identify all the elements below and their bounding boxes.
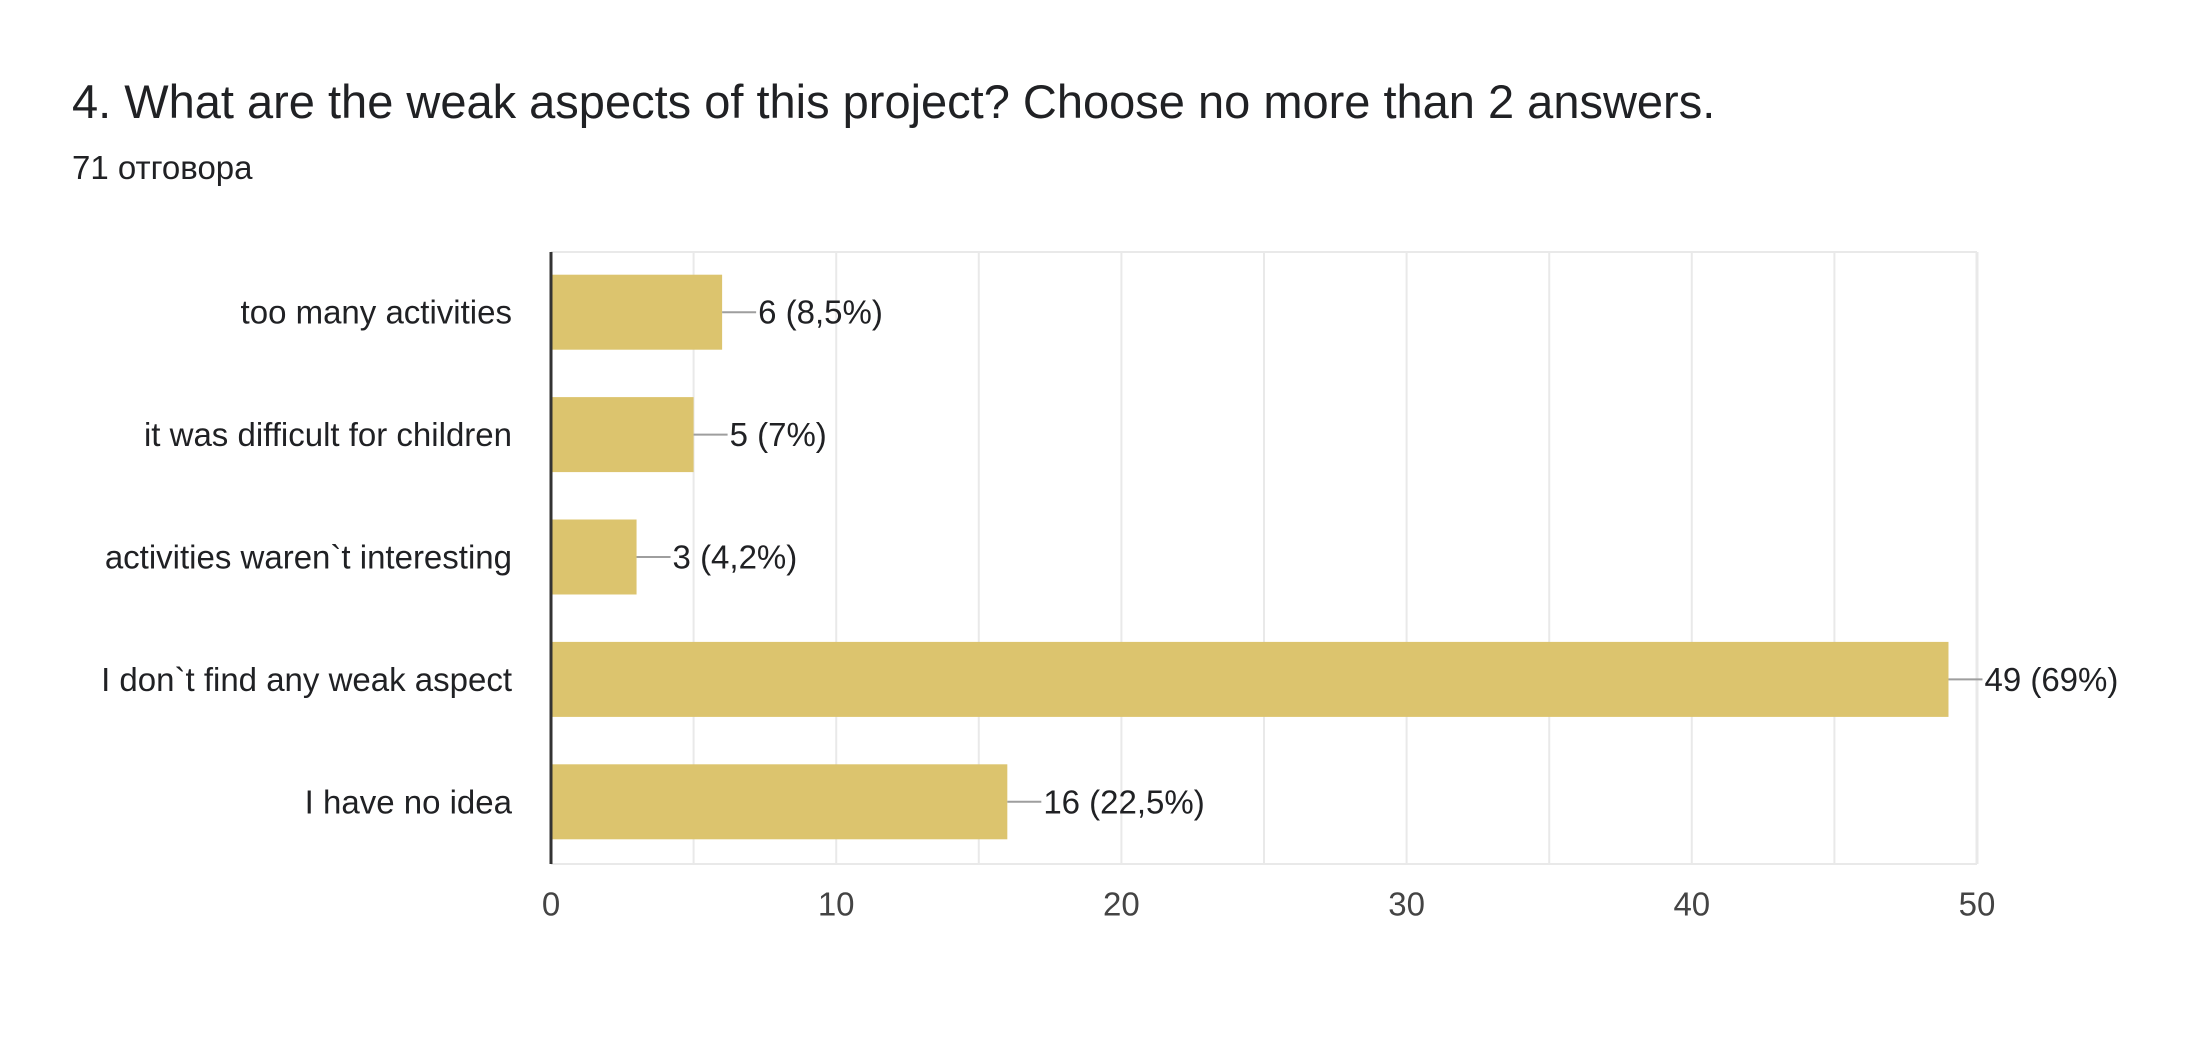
category-label: it was difficult for children <box>144 416 512 453</box>
x-tick-label: 30 <box>1388 886 1425 923</box>
data-label: 16 (22,5%) <box>1043 783 1204 820</box>
grid-lines <box>551 251 1979 865</box>
category-label: I don`t find any weak aspect <box>101 661 512 698</box>
category-label: activities waren`t interesting <box>105 539 512 576</box>
x-tick-label: 10 <box>818 886 855 923</box>
labels: 6 (8,5%) too many activities 5 (7%) it was … <box>101 294 2118 821</box>
category-label: too many activities <box>241 294 512 331</box>
category-label: I have no idea <box>305 783 513 820</box>
response-count: 71 отговора <box>72 149 253 186</box>
bar[interactable] <box>551 274 723 350</box>
bar[interactable] <box>551 519 637 595</box>
bars <box>551 274 1949 840</box>
axes: 0 10 20 30 40 50 <box>542 252 1996 923</box>
x-tick-label: 40 <box>1673 886 1710 923</box>
data-label: 6 (8,5%) <box>758 294 883 331</box>
bar[interactable] <box>551 397 694 473</box>
data-label: 49 (69%) <box>1984 661 2118 698</box>
x-tick-label: 50 <box>1959 886 1996 923</box>
question-title: 4. What are the weak aspects of this pro… <box>72 75 1716 128</box>
bar[interactable] <box>551 641 1949 717</box>
x-tick-label: 0 <box>542 886 560 923</box>
data-label: 5 (7%) <box>730 416 827 453</box>
data-label: 3 (4,2%) <box>673 539 798 576</box>
bar[interactable] <box>551 764 1008 840</box>
x-tick-label: 20 <box>1103 886 1140 923</box>
